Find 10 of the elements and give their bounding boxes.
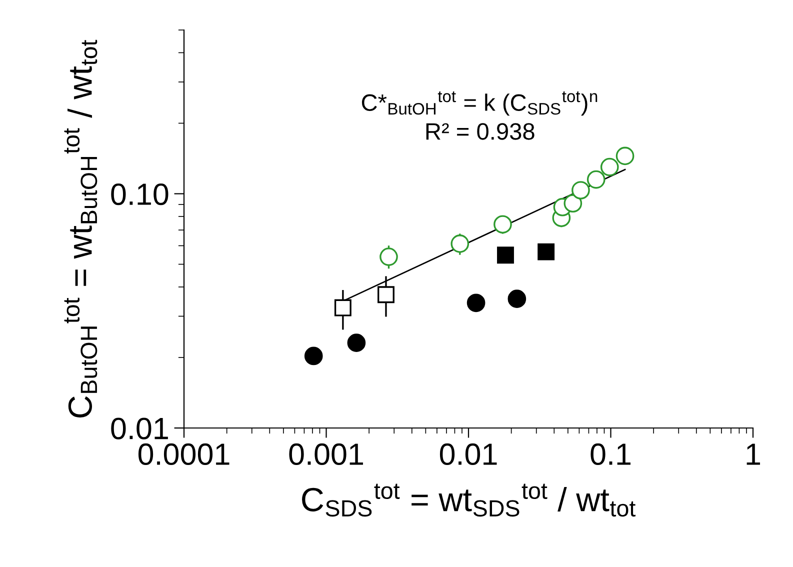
annotation: R² = 0.938 (426, 123, 534, 140)
x-axis-title: C$_{SDS}$$^{tot}$ = wt$_{SDS}$$^{tot}$ / wt$_{tot}$ (302, 484, 636, 517)
x-tick-label: 0.1 (590, 443, 630, 466)
y-tick-label: 0.10 (111, 183, 168, 206)
y-axis-title: C$_{ButOH}$$^{tot}$ = wt$_{ButOH}$$^{tot}$ / wt$_{tot}$ (64, 40, 98, 418)
x-tick-label: 0.0001 (138, 443, 230, 466)
x-tick-label: 1 (746, 444, 760, 465)
annotation: C*$_{ButOH}$$^{tot}$ = k (C$_{SDS}$$^{tot}$)$^{n}$ (362, 91, 598, 116)
x-tick-label: 0.01 (440, 443, 497, 466)
x-tick-label: 0.001 (289, 443, 363, 466)
